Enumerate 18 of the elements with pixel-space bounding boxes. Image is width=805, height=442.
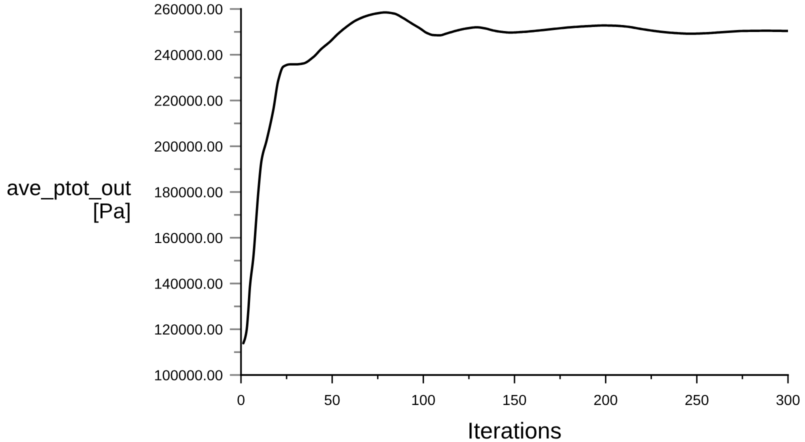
x-axis-title: Iterations (469, 422, 561, 439)
y-tick-label: 120000.00 (155, 324, 222, 335)
y-tick-label: 200000.00 (154, 141, 222, 152)
y-tick-label: 180000.00 (155, 187, 222, 198)
y-axis-title: ave_ptot_out [Pa] (7, 181, 131, 223)
y-tick-label: 220000.00 (154, 96, 222, 106)
x-tick-label: 150 (503, 394, 526, 406)
x-tick-label: 300 (776, 394, 800, 406)
y-tick-label: 260000.00 (154, 4, 222, 14)
x-tick-label: 100 (412, 394, 435, 406)
y-tick-label: 160000.00 (155, 232, 222, 244)
y-tick-label: 140000.00 (155, 278, 222, 289)
y-tick-label: 100000.00 (155, 370, 222, 380)
x-tick-label: 200 (594, 394, 618, 406)
x-tick-label: 50 (324, 394, 340, 406)
y-tick-label: 240000.00 (154, 50, 222, 60)
x-tick-label: 0 (238, 394, 244, 406)
x-tick-label: 250 (685, 394, 708, 406)
